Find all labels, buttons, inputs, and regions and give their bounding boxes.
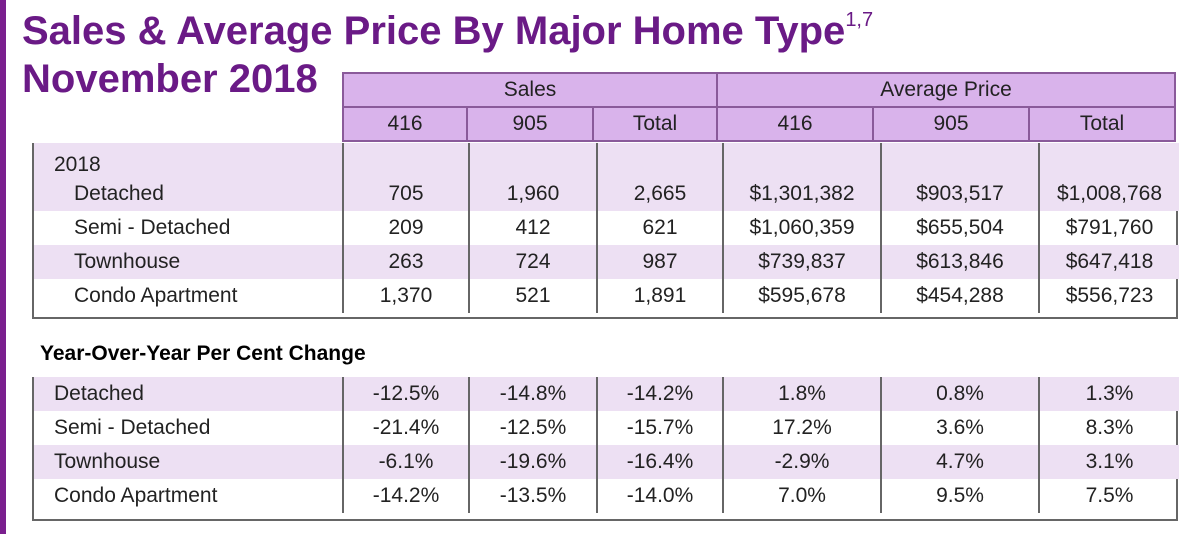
section-year: 2018	[32, 143, 343, 177]
table-cell: -12.5%	[342, 377, 469, 411]
group-header-sales: Sales	[342, 72, 718, 108]
table-cell: 263	[342, 245, 469, 279]
col-header: Total	[1028, 106, 1176, 142]
table-2018: 2018 Detached 705 1,960 2,665 $1,301,382 $903…	[32, 143, 1179, 313]
table-cell: $739,837	[722, 245, 881, 279]
table-cell: 3.6%	[880, 411, 1039, 445]
table-cell: 1,891	[596, 279, 723, 313]
row-label: Townhouse	[32, 445, 343, 479]
table-cell: -12.5%	[468, 411, 597, 445]
row-label: Detached	[32, 377, 343, 411]
page-title: Sales & Average Price By Major Home Type…	[22, 9, 874, 101]
table-row: Semi - Detached 209 412 621 $1,060,359 $655,5…	[32, 211, 1179, 245]
title-footnote: 1,7	[845, 9, 874, 31]
col-header: 905	[872, 106, 1030, 142]
table-cell: 209	[342, 211, 469, 245]
table-cell: 17.2%	[722, 411, 881, 445]
table-yoy: Detached -12.5% -14.8% -14.2% 1.8% 0.8% 1.3% Se…	[32, 377, 1179, 513]
column-header: Sales Average Price 416 905 Total 416 90…	[342, 72, 1176, 142]
row-label: Townhouse	[32, 245, 343, 279]
table-cell: 1,960	[468, 177, 597, 211]
table-cell: 412	[468, 211, 597, 245]
table-cell: $613,846	[880, 245, 1039, 279]
table-cell: -14.8%	[468, 377, 597, 411]
table-row: Detached 705 1,960 2,665 $1,301,382 $903,517 $…	[32, 177, 1179, 211]
table-cell: -21.4%	[342, 411, 469, 445]
row-label: Detached	[32, 177, 343, 211]
table-cell: -19.6%	[468, 445, 597, 479]
table-cell: 705	[342, 177, 469, 211]
table-cell: 0.8%	[880, 377, 1039, 411]
row-label: Condo Apartment	[32, 479, 343, 513]
table-row: Condo Apartment 1,370 521 1,891 $595,678 $454…	[32, 279, 1179, 313]
table-cell: $1,301,382	[722, 177, 881, 211]
yoy-heading: Year-Over-Year Per Cent Change	[40, 342, 366, 365]
table-cell: 1.8%	[722, 377, 881, 411]
table-cell: -13.5%	[468, 479, 597, 513]
table-cell: 1,370	[342, 279, 469, 313]
col-header: Total	[592, 106, 718, 142]
table-row: Condo Apartment -14.2% -13.5% -14.0% 7.0% 9.5…	[32, 479, 1179, 513]
table-cell: 9.5%	[880, 479, 1039, 513]
table-cell: 7.0%	[722, 479, 881, 513]
table-cell: -6.1%	[342, 445, 469, 479]
col-header: 416	[342, 106, 468, 142]
table-row: Townhouse 263 724 987 $739,837 $613,846 $647,4…	[32, 245, 1179, 279]
row-label: Condo Apartment	[32, 279, 343, 313]
col-header: 905	[466, 106, 594, 142]
table-cell: 987	[596, 245, 723, 279]
table-cell: 3.1%	[1038, 445, 1179, 479]
table-row: Detached -12.5% -14.8% -14.2% 1.8% 0.8% 1.3%	[32, 377, 1179, 411]
table-cell: 724	[468, 245, 597, 279]
table-cell: $454,288	[880, 279, 1039, 313]
table-cell: -2.9%	[722, 445, 881, 479]
table-cell: $903,517	[880, 177, 1039, 211]
table-cell: 521	[468, 279, 597, 313]
table-cell: -14.0%	[596, 479, 723, 513]
table-cell: $1,008,768	[1038, 177, 1179, 211]
group-header-average-price: Average Price	[716, 72, 1176, 108]
row-label: Semi - Detached	[32, 411, 343, 445]
title-line-2: November 2018	[22, 57, 318, 101]
table-cell: $655,504	[880, 211, 1039, 245]
table-cell: -14.2%	[596, 377, 723, 411]
left-accent-bar	[0, 0, 6, 534]
table-row: Semi - Detached -21.4% -12.5% -15.7% 17.2% 3.…	[32, 411, 1179, 445]
table-cell: $556,723	[1038, 279, 1179, 313]
table-cell: -16.4%	[596, 445, 723, 479]
table-cell: 7.5%	[1038, 479, 1179, 513]
table-cell: $791,760	[1038, 211, 1179, 245]
table-row: Townhouse -6.1% -19.6% -16.4% -2.9% 4.7% 3.1%	[32, 445, 1179, 479]
table-cell: -14.2%	[342, 479, 469, 513]
table-cell: $647,418	[1038, 245, 1179, 279]
title-line-1: Sales & Average Price By Major Home Type	[22, 9, 846, 53]
table-cell: 1.3%	[1038, 377, 1179, 411]
table-cell: $1,060,359	[722, 211, 881, 245]
table-cell: -15.7%	[596, 411, 723, 445]
col-header: 416	[716, 106, 874, 142]
table-cell: 621	[596, 211, 723, 245]
table-cell: 8.3%	[1038, 411, 1179, 445]
table-cell: $595,678	[722, 279, 881, 313]
table-cell: 4.7%	[880, 445, 1039, 479]
table-cell: 2,665	[596, 177, 723, 211]
row-label: Semi - Detached	[32, 211, 343, 245]
